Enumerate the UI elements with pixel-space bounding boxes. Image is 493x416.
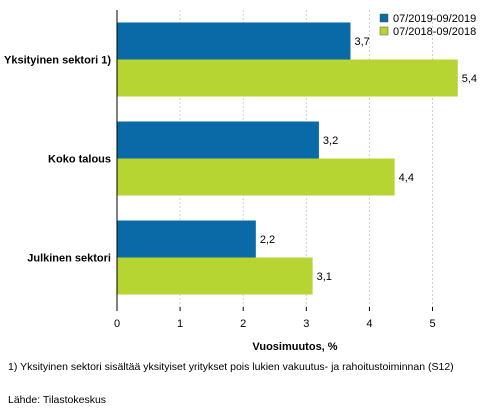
bar-current: [117, 22, 351, 60]
bars: [117, 22, 458, 295]
value-label: 3,7: [354, 36, 369, 48]
legend-swatch: [379, 13, 389, 23]
value-labels: 3,7 5,4 3,2 4,4 2,2 3,1: [260, 36, 477, 283]
x-tick-label: 4: [366, 318, 372, 330]
x-tick-label: 0: [114, 318, 120, 330]
x-axis-label: Vuosimuutos, %: [252, 341, 337, 353]
bar-previous: [117, 59, 458, 97]
bar-previous: [117, 158, 395, 196]
category-labels: Yksityinen sektori 1) Koko talous Julkinen…: [4, 55, 111, 265]
category-label: Julkinen sektori: [27, 253, 111, 265]
footnote: 1) Yksityinen sektori sisältää yksityise…: [8, 361, 454, 373]
source-note: Lähde: Tilastokeskus: [8, 394, 107, 406]
category-label: Koko talous: [48, 154, 111, 166]
bar-current: [117, 220, 256, 258]
legend-swatch: [379, 26, 389, 36]
x-tick-label: 5: [429, 318, 435, 330]
value-label: 5,4: [462, 73, 477, 85]
x-tick-label: 3: [303, 318, 309, 330]
value-label: 3,1: [317, 271, 332, 283]
legend-label: 07/2018-09/2018: [393, 26, 476, 38]
legend-label: 07/2019-09/2019: [393, 13, 476, 25]
x-axis-ticks: 0 1 2 3 4 5: [114, 307, 436, 330]
category-label: Yksityinen sektori 1): [4, 55, 111, 67]
bar-chart: 0 1 2 3 4 5 Yksityinen sektori 1) Koko talous J…: [4, 10, 477, 353]
x-tick-label: 2: [240, 318, 246, 330]
value-label: 3,2: [323, 135, 338, 147]
value-label: 4,4: [399, 172, 414, 184]
x-tick-label: 1: [177, 318, 183, 330]
bar-previous: [117, 257, 313, 295]
bar-current: [117, 121, 319, 159]
value-label: 2,2: [260, 234, 275, 246]
